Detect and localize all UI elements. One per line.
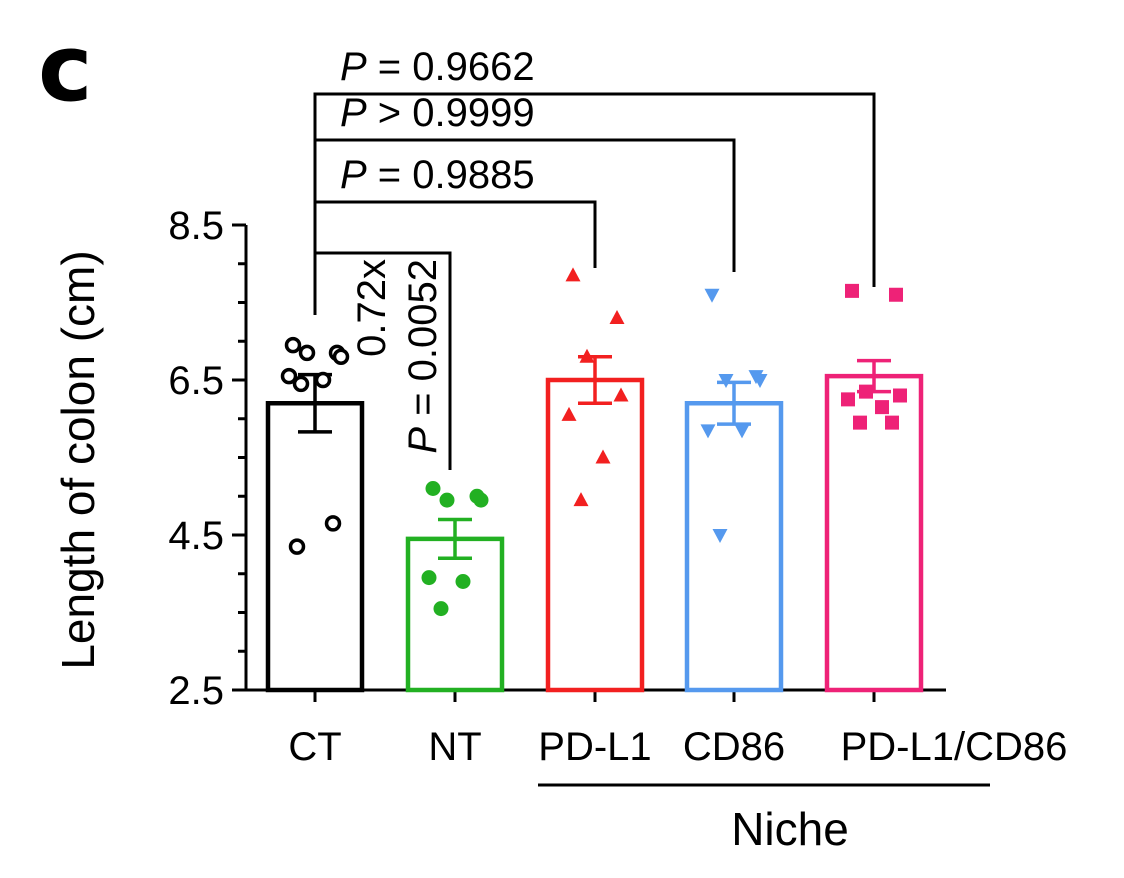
bars-layer xyxy=(265,355,924,693)
data-point xyxy=(324,515,342,532)
data-point xyxy=(314,371,332,389)
data-point xyxy=(718,374,734,388)
data-point xyxy=(573,492,589,507)
data-point xyxy=(752,374,768,388)
p-value-label: P = 0.0052 xyxy=(401,259,445,454)
data-point xyxy=(700,424,716,439)
data-point xyxy=(292,375,310,393)
data-point xyxy=(609,310,625,324)
fold-change-label: 0.72x xyxy=(350,259,394,357)
data-point xyxy=(859,384,873,399)
bracket-pd-l1-cd86 xyxy=(313,92,876,315)
data-point xyxy=(734,424,750,439)
data-point xyxy=(421,570,437,586)
points-layer xyxy=(280,267,907,617)
bar-nt xyxy=(405,536,505,693)
data-point xyxy=(473,492,489,508)
data-point xyxy=(565,267,581,282)
data-point xyxy=(893,388,907,403)
data-point xyxy=(288,538,306,555)
data-point xyxy=(425,481,441,496)
y-tick-label: 2.5 xyxy=(168,669,224,713)
bar-pd-l1-cd86 xyxy=(824,373,924,693)
x-label-pd-l1-cd86: PD-L1/CD86 xyxy=(841,725,1068,769)
panel-label: c xyxy=(38,15,93,122)
data-point xyxy=(885,415,899,430)
data-point xyxy=(280,367,298,385)
y-tick-label: 4.5 xyxy=(168,514,224,558)
data-point xyxy=(712,529,728,543)
data-point xyxy=(595,449,611,464)
data-point xyxy=(298,344,316,362)
data-point xyxy=(853,415,867,430)
bar-cd86 xyxy=(684,401,784,693)
data-point xyxy=(284,336,302,354)
data-point xyxy=(579,348,595,363)
data-point xyxy=(841,392,855,407)
x-category-labels: CT NT PD-L1 CD86 PD-L1/CD86 xyxy=(288,725,1067,769)
data-point xyxy=(455,574,471,589)
x-label-ct: CT xyxy=(288,725,341,769)
niche-group-label: Niche xyxy=(731,803,849,855)
data-point xyxy=(613,387,629,402)
data-point xyxy=(561,406,577,421)
data-point xyxy=(704,288,720,303)
bar-ct xyxy=(265,401,365,693)
data-point xyxy=(875,400,889,415)
bar-pd-l1 xyxy=(545,377,645,693)
x-label-pd-l1: PD-L1 xyxy=(538,725,651,769)
x-label-cd86: CD86 xyxy=(683,725,785,769)
data-point xyxy=(889,287,903,302)
y-tick-label: 8.5 xyxy=(168,204,224,248)
y-tick-label: 6.5 xyxy=(168,359,224,403)
axes: 2.5 4.5 6.5 8.5 xyxy=(168,204,946,713)
p-value-label: P > 0.9999 xyxy=(340,91,535,135)
p-value-label: P = 0.9885 xyxy=(340,153,535,197)
data-point xyxy=(433,601,449,617)
y-axis-label: Length of colon (cm) xyxy=(52,250,104,669)
p-value-label: P = 0.9662 xyxy=(340,45,535,89)
data-point xyxy=(332,348,350,365)
data-point xyxy=(845,283,859,298)
x-label-nt: NT xyxy=(428,725,481,769)
data-point xyxy=(439,492,455,508)
